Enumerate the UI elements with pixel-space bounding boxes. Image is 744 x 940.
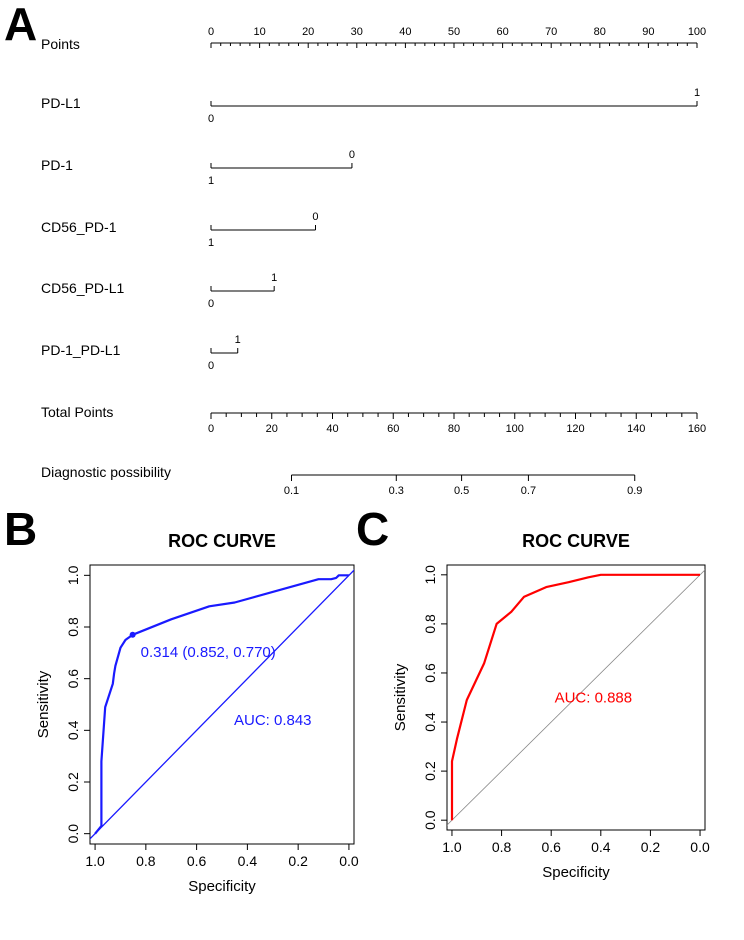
variable-label-pd-1: PD-1 [41, 157, 73, 173]
roc-b-y-tick-label: 0.8 [65, 617, 81, 637]
variable-level-end-pd-1: 0 [349, 149, 355, 161]
total-points-tick-label: 140 [627, 423, 645, 435]
total-points-tick-label: 0 [208, 423, 214, 435]
variable-level-end-cd56-pd-1: 0 [312, 211, 318, 223]
roc-b-title: ROC CURVE [168, 531, 276, 551]
roc-c-y-tick-label: 0.2 [422, 761, 438, 781]
roc-c-roc-curve-roc [450, 573, 700, 821]
roc-b-diagonal-line [90, 569, 354, 840]
diagnostic-tick-label: 0.5 [454, 485, 469, 497]
points-tick-label: 30 [351, 26, 363, 38]
roc-b-y-tick-label: 1.0 [65, 565, 81, 585]
variable-level-start-pd-1: 1 [208, 175, 214, 187]
roc-b-x-tick-label: 0.4 [238, 853, 258, 869]
points-tick-label: 10 [253, 26, 265, 38]
roc-b-x-tick-label: 0.2 [288, 853, 308, 869]
points-tick-label: 50 [448, 26, 460, 38]
roc-b-y-tick-label: 0.0 [65, 824, 81, 844]
roc-c-y-axis-label: Sensitivity [392, 663, 409, 731]
roc-c-plot-frame [446, 564, 706, 831]
variable-label-pd-1-pd-l1: PD-1_PD-L1 [41, 342, 121, 358]
panel-label-a: A [4, 0, 37, 50]
roc-b-y-axis-label: Sensitivity [35, 670, 52, 738]
variable-label-cd56-pd-l1: CD56_PD-L1 [41, 280, 124, 296]
points-tick-label: 80 [594, 26, 606, 38]
variable-level-end-pd-l1: 1 [694, 87, 700, 99]
points-tick-label: 100 [688, 26, 706, 38]
roc-b-y-tick-label: 0.4 [65, 720, 81, 740]
points-tick-label: 0 [208, 26, 214, 38]
variable-level-start-pd-l1: 0 [208, 113, 214, 125]
roc-c-y-tick-label: 0.6 [422, 663, 438, 683]
roc-b-auc-label: AUC: 0.843 [234, 712, 312, 729]
total-points-tick-label: 40 [326, 423, 338, 435]
diagnostic-tick-label: 0.9 [627, 485, 642, 497]
roc-c-x-tick-label: 0.8 [492, 839, 512, 855]
points-tick-label: 90 [642, 26, 654, 38]
variable-level-start-cd56-pd-1: 1 [208, 237, 214, 249]
roc-c-x-tick-label: 1.0 [442, 839, 462, 855]
roc-c-x-axis-label: Specificity [542, 864, 610, 881]
roc-b-x-tick-label: 0.0 [339, 853, 359, 869]
roc-c-auc-label: AUC: 0.888 [555, 689, 633, 706]
roc-b-plot-frame [89, 564, 355, 845]
roc-chart-c: ROC CURVE 1.0 0.8 0.6 0.4 0.2 0.0 0.0 0.2 0.4 0.6 0… [392, 531, 710, 881]
roc-c-x-tick-label: 0.4 [591, 839, 611, 855]
roc-c-diagonal-line [447, 569, 705, 826]
roc-b-x-tick-label: 0.8 [136, 853, 156, 869]
points-tick-label: 20 [302, 26, 314, 38]
roc-c-y-tick-label: 1.0 [422, 565, 438, 585]
variable-level-start-cd56-pd-l1: 0 [208, 298, 214, 310]
diagnostic-possibility-label: Diagnostic possibility [41, 464, 171, 480]
total-points-tick-label: 120 [566, 423, 584, 435]
total-points-tick-label: 160 [688, 423, 706, 435]
roc-b-x-tick-label: 0.6 [187, 853, 207, 869]
roc-c-x-tick-label: 0.6 [541, 839, 561, 855]
variable-level-end-cd56-pd-l1: 1 [271, 272, 277, 284]
roc-b-y-tick-label: 0.2 [65, 772, 81, 792]
points-axis-label: Points [41, 36, 80, 52]
roc-chart-b: ROC CURVE 1.0 0.8 0.6 0.4 0.2 0.0 0.0 0.2 0.4 0.6 0… [35, 531, 359, 895]
total-points-tick-label: 60 [387, 423, 399, 435]
roc-c-y-tick-label: 0.8 [422, 614, 438, 634]
diagnostic-tick-label: 0.3 [389, 485, 404, 497]
roc-b-y-tick-label: 0.6 [65, 669, 81, 689]
roc-c-y-tick-label: 0.4 [422, 712, 438, 732]
total-points-label: Total Points [41, 404, 113, 420]
diagnostic-tick-label: 0.1 [284, 485, 299, 497]
total-points-tick-label: 100 [506, 423, 524, 435]
variable-label-pd-l1: PD-L1 [41, 95, 81, 111]
roc-b-threshold-point [129, 631, 136, 638]
roc-c-y-tick-label: 0.0 [422, 810, 438, 830]
roc-c-title: ROC CURVE [522, 531, 630, 551]
diagnostic-tick-label: 0.7 [521, 485, 536, 497]
total-points-tick-label: 80 [448, 423, 460, 435]
roc-b-threshold-label: 0.314 (0.852, 0.770) [141, 644, 276, 661]
total-points-tick-label: 20 [266, 423, 278, 435]
variable-label-cd56-pd-1: CD56_PD-1 [41, 219, 117, 235]
panel-label-c: C [356, 503, 389, 555]
variable-level-start-pd-1-pd-l1: 0 [208, 360, 214, 372]
variable-level-end-pd-1-pd-l1: 1 [235, 334, 241, 346]
points-tick-label: 60 [496, 26, 508, 38]
roc-c-x-tick-label: 0.0 [690, 839, 710, 855]
points-tick-label: 70 [545, 26, 557, 38]
panel-label-b: B [4, 503, 37, 555]
roc-b-x-axis-label: Specificity [188, 878, 256, 895]
roc-b-x-tick-label: 1.0 [85, 853, 105, 869]
points-tick-label: 40 [399, 26, 411, 38]
roc-c-x-tick-label: 0.2 [641, 839, 661, 855]
